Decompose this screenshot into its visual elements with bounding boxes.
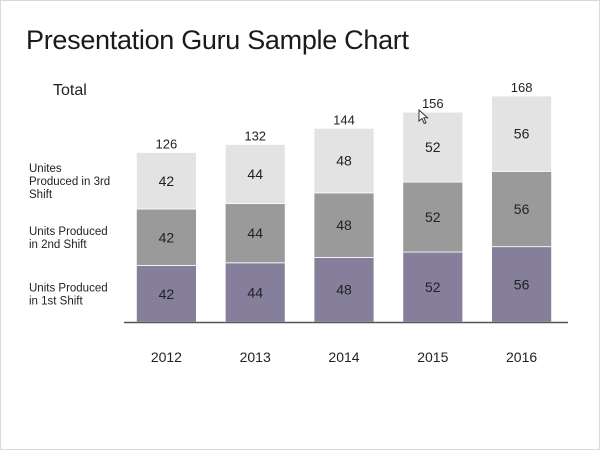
- bar-segment-2-2015: [402, 181, 464, 253]
- legend-label: in 1st Shift: [29, 295, 83, 307]
- data-label: 42: [159, 229, 175, 245]
- data-label: 56: [514, 126, 530, 142]
- total-label: 168: [511, 80, 533, 95]
- data-label: 42: [159, 173, 175, 189]
- data-label: 44: [247, 225, 263, 241]
- data-label: 48: [336, 153, 352, 169]
- total-label: 126: [156, 137, 178, 152]
- bar-segment-3-2016: [491, 95, 553, 172]
- mouse-pointer-icon: [418, 109, 429, 125]
- data-label: 52: [425, 209, 441, 225]
- legend-label: in 2nd Shift: [29, 239, 87, 251]
- bar-segment-1-2014: [313, 257, 375, 323]
- data-label: 52: [425, 279, 441, 295]
- bar-segment-2-2014: [313, 192, 375, 258]
- data-label: 48: [336, 282, 352, 298]
- data-label: 48: [336, 217, 352, 233]
- bar-segment-1-2016: [491, 246, 553, 323]
- legend-label: Produced in 3rd: [29, 176, 110, 188]
- total-label: 144: [333, 112, 355, 127]
- bar-segment-3-2012: [135, 152, 197, 210]
- bar-segment-3-2015: [402, 111, 464, 183]
- data-label: 52: [425, 139, 441, 155]
- data-label: 42: [159, 286, 175, 302]
- data-label: 44: [247, 166, 263, 182]
- bar-segment-2-2013: [224, 203, 286, 264]
- total-label: 132: [244, 128, 266, 143]
- data-label: 56: [514, 201, 530, 217]
- legend-label: Unites: [29, 163, 62, 175]
- totals-heading: Total: [53, 82, 87, 99]
- x-tick-label: 2016: [506, 349, 537, 365]
- bar-segment-3-2013: [224, 144, 286, 205]
- data-label: 56: [514, 276, 530, 292]
- x-tick-label: 2015: [417, 349, 448, 365]
- legend-label: Units Produced: [29, 226, 108, 238]
- legend-label: Shift: [29, 189, 53, 201]
- bar-segment-1-2012: [135, 265, 197, 323]
- bar-segment-2-2016: [491, 170, 553, 248]
- total-label: 156: [422, 96, 444, 111]
- data-label: 44: [247, 284, 263, 300]
- x-tick-label: 2012: [151, 349, 182, 365]
- x-tick-label: 2014: [328, 349, 359, 365]
- chart-title: Presentation Guru Sample Chart: [26, 25, 409, 55]
- legend-label: Units Produced: [29, 282, 108, 294]
- bar-segment-3-2014: [313, 127, 375, 194]
- x-tick-label: 2013: [240, 349, 271, 365]
